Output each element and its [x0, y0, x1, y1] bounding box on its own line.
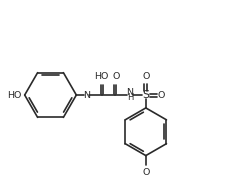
Text: O: O	[157, 90, 164, 99]
Text: N: N	[83, 90, 90, 99]
Text: S: S	[142, 90, 149, 100]
Text: H: H	[127, 93, 133, 102]
Text: HO: HO	[94, 72, 108, 81]
Text: N: N	[126, 88, 133, 97]
Text: HO: HO	[7, 90, 22, 99]
Text: O: O	[112, 72, 120, 81]
Text: O: O	[142, 72, 150, 81]
Text: O: O	[142, 168, 150, 177]
